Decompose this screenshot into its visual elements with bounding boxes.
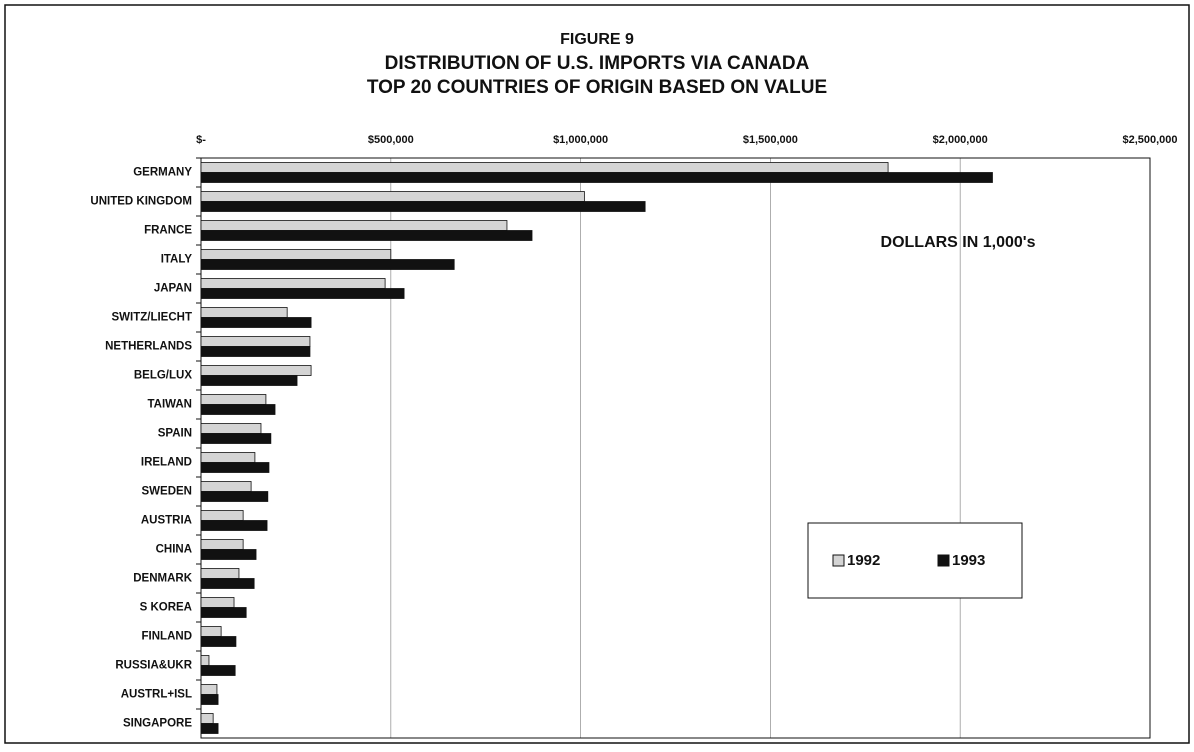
y-tick-label: BELG/LUX [134, 370, 192, 382]
bar [200, 288, 405, 299]
y-tick-label: GERMANY [133, 167, 192, 179]
chart-title: FIGURE 9 [560, 31, 634, 48]
legend-label: 1993 [952, 552, 985, 569]
bar [200, 433, 272, 444]
y-tick-label: CHINA [156, 544, 192, 556]
x-tick-label: $- [196, 134, 206, 146]
y-tick-label: RUSSIA&UKR [115, 660, 192, 672]
y-tick-label: IRELAND [141, 457, 192, 469]
bar [200, 452, 256, 463]
x-tick-label: $2,000,000 [933, 134, 988, 146]
bar [200, 278, 386, 289]
bar [200, 162, 889, 173]
bar [200, 539, 244, 550]
bar [200, 510, 244, 521]
bar [200, 481, 252, 492]
bar [200, 665, 236, 676]
bar [200, 597, 235, 608]
bar [200, 462, 270, 473]
y-tick-label: S KOREA [140, 602, 192, 614]
bar [200, 336, 311, 347]
y-tick-label: SWITZ/LIECHT [112, 312, 193, 324]
chart-title: TOP 20 COUNTRIES OF ORIGIN BASED ON VALU… [367, 77, 827, 98]
legend-label: 1992 [847, 552, 880, 569]
bar [200, 636, 237, 647]
y-tick-label: TAIWAN [147, 399, 192, 411]
bar [200, 423, 262, 434]
y-tick-label: DENMARK [133, 573, 192, 585]
y-tick-label: SINGAPORE [123, 718, 192, 730]
frame [4, 4, 1190, 744]
y-tick-label: FINLAND [142, 631, 192, 643]
y-tick-label: SWEDEN [142, 486, 192, 498]
y-tick-label: FRANCE [144, 225, 192, 237]
y-tick-label: UNITED KINGDOM [90, 196, 192, 208]
legend-swatch [832, 554, 845, 567]
bar [200, 259, 455, 270]
y-tick-label: NETHERLANDS [105, 341, 192, 353]
y-tick-label: ITALY [161, 254, 193, 266]
y-tick-label: JAPAN [154, 283, 192, 295]
bar [200, 607, 247, 618]
bar [200, 346, 311, 357]
bar [200, 568, 240, 579]
bar [200, 307, 288, 318]
bar [200, 172, 993, 183]
legend-swatch [937, 554, 950, 567]
bar [200, 655, 210, 666]
bar [200, 249, 392, 260]
bar [200, 491, 269, 502]
y-tick-label: AUSTRL+ISL [121, 689, 192, 701]
bar [200, 230, 533, 241]
y-tick-label: AUSTRIA [141, 515, 192, 527]
bar [200, 201, 646, 212]
bar [200, 723, 219, 734]
bar [200, 578, 255, 589]
x-tick-label: $500,000 [368, 134, 414, 146]
bar [200, 694, 219, 705]
bar [200, 713, 214, 724]
bar [200, 191, 585, 202]
bar [200, 520, 268, 531]
chart-title: DISTRIBUTION OF U.S. IMPORTS VIA CANADA [385, 53, 810, 74]
bar [200, 365, 312, 376]
bar [200, 220, 508, 231]
bar [200, 684, 218, 695]
bar [200, 626, 222, 637]
x-tick-label: $1,500,000 [743, 134, 798, 146]
bar [200, 549, 257, 560]
x-tick-label: $1,000,000 [553, 134, 608, 146]
bar [200, 394, 267, 405]
x-tick-label: $2,500,000 [1122, 134, 1177, 146]
y-tick-label: SPAIN [158, 428, 192, 440]
bar [200, 404, 276, 415]
bar [200, 375, 298, 386]
bar [200, 317, 312, 328]
annotation: DOLLARS IN 1,000's [881, 234, 1036, 251]
